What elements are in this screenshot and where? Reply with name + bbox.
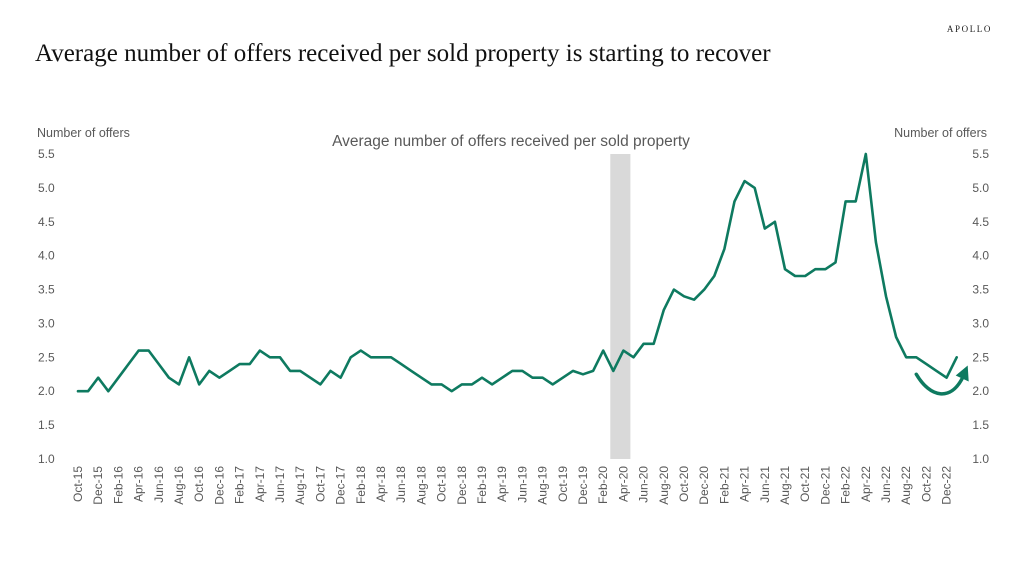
- x-tick-label: Feb-20: [596, 466, 610, 504]
- x-tick-label: Apr-22: [859, 466, 873, 502]
- y-tick-label-right: 2.5: [972, 350, 989, 364]
- x-tick-label: Dec-16: [212, 466, 226, 505]
- y-tick-label-left: 1.0: [38, 452, 55, 466]
- x-tick-label: Apr-18: [374, 466, 388, 502]
- x-tick-label: Jun-19: [515, 466, 529, 503]
- x-tick-label: Dec-18: [455, 466, 469, 505]
- series-line: [76, 152, 959, 393]
- y-tick-label-right: 1.0: [972, 452, 989, 466]
- x-tick-label: Oct-21: [798, 466, 812, 502]
- chart-title: Average number of offers received per so…: [332, 133, 690, 150]
- y-tick-label-left: 2.0: [38, 384, 55, 398]
- x-tick-label: Oct-15: [71, 466, 85, 502]
- y-tick-label-left: 5.5: [38, 147, 55, 161]
- x-tick-label: Jun-22: [879, 466, 893, 503]
- x-tick-label: Dec-19: [576, 466, 590, 505]
- x-tick-label: Oct-17: [313, 466, 327, 502]
- x-tick-label: Oct-19: [556, 466, 570, 502]
- y-tick-label-left: 2.5: [38, 350, 55, 364]
- y-tick-label-left: 4.5: [38, 215, 55, 229]
- x-tick-label: Oct-16: [192, 466, 206, 502]
- y-tick-label-right: 2.0: [972, 384, 989, 398]
- x-tick-label: Jun-21: [758, 466, 772, 503]
- x-tick-label: Jun-16: [152, 466, 166, 503]
- y-tick-label-left: 4.0: [38, 249, 55, 263]
- x-tick-label: Dec-20: [697, 466, 711, 505]
- x-tick-label: Aug-17: [293, 466, 307, 505]
- x-tick-label: Feb-18: [354, 466, 368, 504]
- x-tick-label: Jun-17: [273, 466, 287, 503]
- x-tick-label: Aug-22: [899, 466, 913, 505]
- y-tick-label-right: 5.5: [972, 147, 989, 161]
- x-tick-label: Dec-15: [91, 466, 105, 505]
- y-tick-label-left: 3.5: [38, 283, 55, 297]
- x-tick-label: Apr-19: [495, 466, 509, 502]
- y-axis-title-left: Number of offers: [37, 126, 130, 140]
- x-tick-label: Feb-17: [233, 466, 247, 504]
- recovery-arrow-head: [955, 365, 969, 382]
- x-tick-label: Feb-19: [475, 466, 489, 504]
- shaded-period: [610, 154, 631, 459]
- x-tick-label: Dec-22: [940, 466, 954, 505]
- apollo-logo: APOLLO: [946, 24, 992, 34]
- y-tick-label-left: 3.0: [38, 316, 55, 330]
- x-tick-label: Feb-21: [717, 466, 731, 504]
- y-tick-label-right: 3.5: [972, 283, 989, 297]
- x-tick-label: Feb-16: [111, 466, 125, 504]
- x-tick-label: Jun-18: [394, 466, 408, 503]
- x-tick-label: Apr-17: [253, 466, 267, 502]
- y-tick-label-right: 1.5: [972, 418, 989, 432]
- recovery-arrow: [914, 372, 965, 396]
- x-tick-label: Aug-18: [414, 466, 428, 505]
- y-tick-label-right: 4.0: [972, 249, 989, 263]
- x-tick-label: Aug-19: [536, 466, 550, 505]
- y-tick-label-right: 3.0: [972, 316, 989, 330]
- x-tick-label: Aug-20: [657, 466, 671, 505]
- page-title: Average number of offers received per so…: [35, 40, 771, 67]
- x-tick-label: Dec-17: [334, 466, 348, 505]
- x-tick-label: Apr-20: [616, 466, 630, 502]
- x-tick-label: Feb-22: [839, 466, 853, 504]
- y-tick-label-right: 5.0: [972, 181, 989, 195]
- x-tick-label: Oct-22: [919, 466, 933, 502]
- x-tick-label: Jun-20: [637, 466, 651, 503]
- y-tick-label-left: 5.0: [38, 181, 55, 195]
- x-tick-label: Aug-21: [778, 466, 792, 505]
- x-tick-label: Apr-21: [738, 466, 752, 502]
- y-tick-label-right: 4.5: [972, 215, 989, 229]
- y-axis-title-right: Number of offers: [894, 126, 987, 140]
- x-tick-label: Oct-20: [677, 466, 691, 502]
- x-tick-label: Aug-16: [172, 466, 186, 505]
- x-tick-label: Oct-18: [435, 466, 449, 502]
- x-tick-label: Dec-21: [818, 466, 832, 505]
- y-tick-label-left: 1.5: [38, 418, 55, 432]
- x-tick-label: Apr-16: [132, 466, 146, 502]
